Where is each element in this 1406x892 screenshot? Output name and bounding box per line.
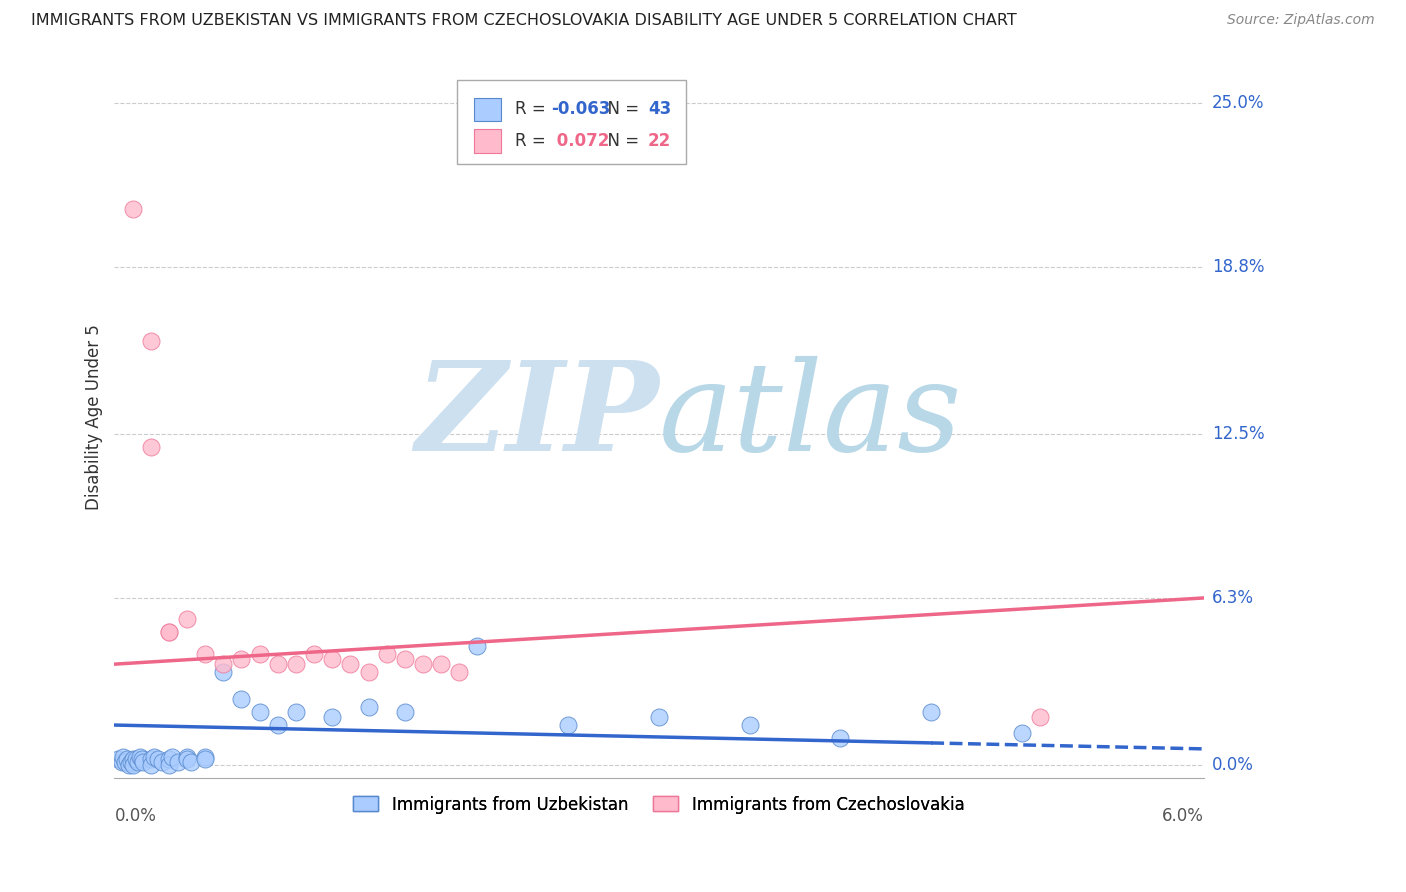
Point: [139, 757, 162, 772]
Point: [920, 705, 942, 719]
Point: [284, 657, 307, 672]
Point: [146, 752, 169, 766]
Point: [162, 749, 184, 764]
Point: [180, 755, 202, 769]
Text: ZIP: ZIP: [415, 356, 659, 477]
Point: [430, 657, 453, 672]
Point: [139, 440, 162, 454]
Point: [738, 718, 761, 732]
Point: [121, 752, 143, 766]
Point: [139, 334, 162, 348]
Legend: Immigrants from Uzbekistan, Immigrants from Czechoslovakia: Immigrants from Uzbekistan, Immigrants f…: [347, 789, 972, 821]
Point: [648, 710, 671, 724]
Point: [1011, 726, 1033, 740]
Point: [231, 652, 253, 666]
Point: [194, 752, 217, 766]
Y-axis label: Disability Age Under 5: Disability Age Under 5: [86, 324, 103, 509]
Text: 0.0%: 0.0%: [114, 807, 156, 825]
Point: [412, 657, 434, 672]
Text: 6.0%: 6.0%: [1161, 807, 1204, 825]
Point: [394, 652, 416, 666]
Point: [139, 752, 162, 766]
Point: [132, 755, 155, 769]
Text: R =: R =: [515, 100, 551, 118]
Point: [830, 731, 852, 746]
Text: 12.5%: 12.5%: [1212, 425, 1264, 442]
Point: [249, 647, 271, 661]
Point: [150, 755, 173, 769]
Point: [194, 749, 217, 764]
Point: [467, 639, 489, 653]
Point: [267, 657, 290, 672]
Point: [157, 752, 180, 766]
Text: 0.0%: 0.0%: [1212, 756, 1254, 773]
Point: [357, 699, 380, 714]
Text: 18.8%: 18.8%: [1212, 258, 1264, 276]
Point: [111, 755, 134, 769]
Point: [212, 657, 235, 672]
Point: [212, 665, 235, 679]
Point: [321, 652, 343, 666]
Point: [357, 665, 380, 679]
Point: [302, 647, 325, 661]
Point: [267, 718, 290, 732]
Point: [339, 657, 361, 672]
Text: 43: 43: [648, 100, 671, 118]
Text: R =: R =: [515, 132, 551, 150]
Point: [125, 752, 148, 766]
Point: [449, 665, 471, 679]
Point: [112, 749, 135, 764]
Point: [249, 705, 271, 719]
Text: N =: N =: [598, 132, 644, 150]
Text: 22: 22: [648, 132, 671, 150]
Point: [128, 749, 150, 764]
Text: 0.072: 0.072: [551, 132, 610, 150]
Text: Source: ZipAtlas.com: Source: ZipAtlas.com: [1227, 13, 1375, 28]
Point: [321, 710, 343, 724]
Point: [176, 612, 198, 626]
Point: [118, 757, 141, 772]
Text: IMMIGRANTS FROM UZBEKISTAN VS IMMIGRANTS FROM CZECHOSLOVAKIA DISABILITY AGE UNDE: IMMIGRANTS FROM UZBEKISTAN VS IMMIGRANTS…: [31, 13, 1017, 29]
Text: 25.0%: 25.0%: [1212, 94, 1264, 112]
FancyBboxPatch shape: [474, 129, 501, 153]
Point: [121, 757, 143, 772]
Point: [157, 625, 180, 640]
Point: [194, 647, 217, 661]
Point: [284, 705, 307, 719]
Text: 6.3%: 6.3%: [1212, 589, 1254, 607]
Point: [1029, 710, 1052, 724]
Text: -0.063: -0.063: [551, 100, 610, 118]
FancyBboxPatch shape: [457, 80, 686, 163]
Point: [143, 749, 166, 764]
Point: [120, 755, 142, 769]
Point: [176, 752, 198, 766]
Point: [167, 755, 190, 769]
Point: [157, 757, 180, 772]
Point: [127, 755, 149, 769]
Point: [231, 691, 253, 706]
Point: [121, 202, 143, 216]
Point: [557, 718, 579, 732]
Point: [131, 752, 153, 766]
Text: atlas: atlas: [659, 356, 962, 477]
FancyBboxPatch shape: [474, 97, 501, 120]
Point: [114, 755, 136, 769]
Point: [176, 749, 198, 764]
Point: [157, 625, 180, 640]
Point: [394, 705, 416, 719]
Text: N =: N =: [598, 100, 644, 118]
Point: [107, 752, 129, 766]
Point: [375, 647, 398, 661]
Point: [115, 752, 138, 766]
